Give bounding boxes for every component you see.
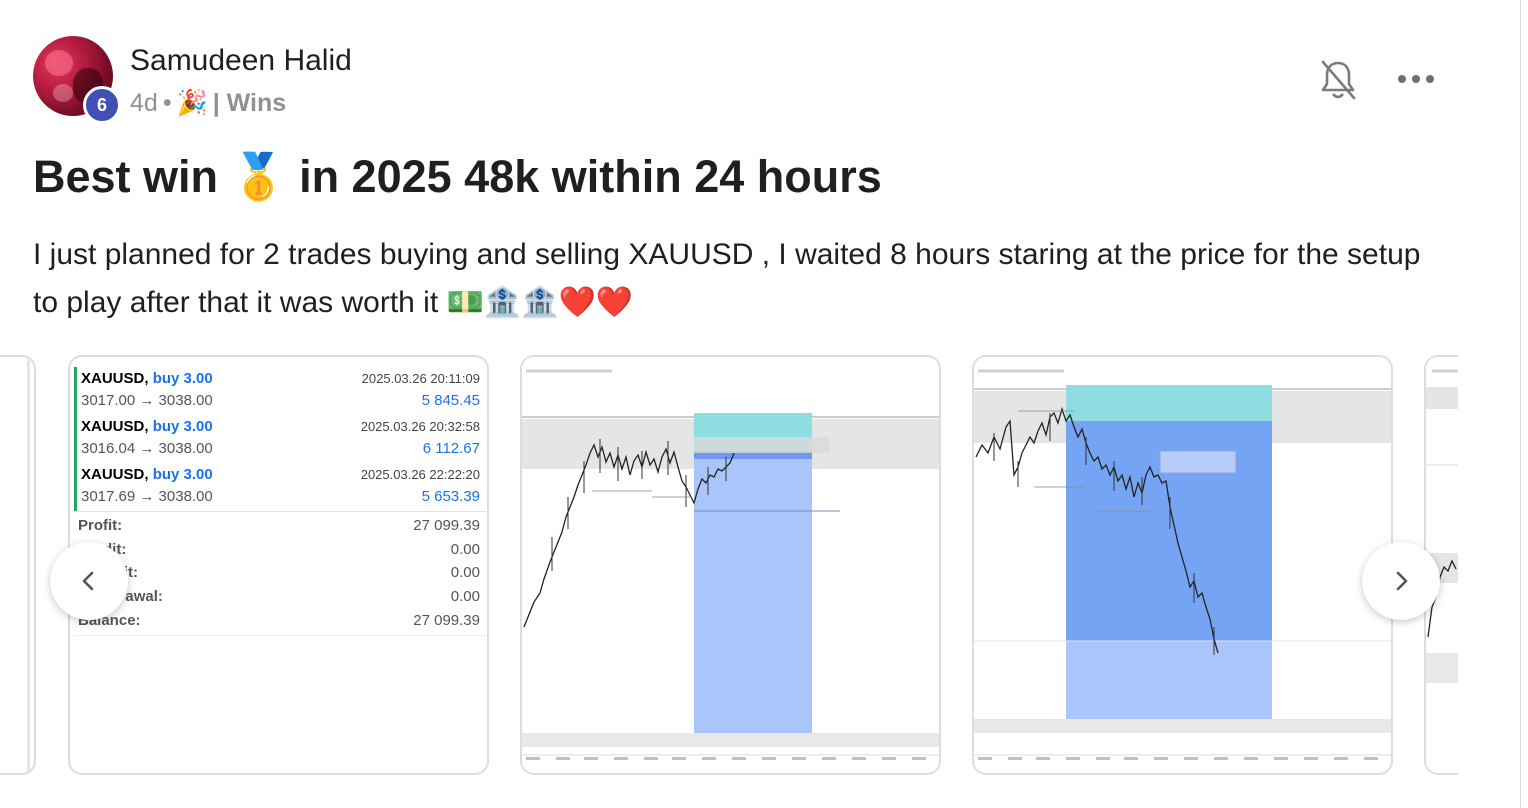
post-time: 4d bbox=[130, 89, 158, 117]
chart-image-short-position[interactable] bbox=[972, 355, 1393, 775]
candlestick-chart bbox=[974, 357, 1391, 773]
author-name[interactable]: Samudeen Halid bbox=[130, 44, 352, 77]
scrollbar-track[interactable] bbox=[1520, 0, 1528, 808]
trade-row: XAUUSD, buy 3.00 3017.00 → 3038.00 2025.… bbox=[74, 367, 486, 415]
carousel-next-button[interactable] bbox=[1362, 542, 1440, 620]
candlestick-chart bbox=[522, 357, 939, 773]
summary-row: Withdrawal:0.00 bbox=[78, 588, 480, 605]
chevron-left-icon bbox=[82, 571, 94, 591]
carousel-image-partial-left[interactable] bbox=[0, 355, 36, 775]
trade-history-image[interactable]: XAUUSD, buy 3.00 3017.00 → 3038.00 2025.… bbox=[68, 355, 489, 775]
trade-row: XAUUSD, buy 3.00 3017.69 → 3038.00 2025.… bbox=[74, 463, 486, 511]
post-body: I just planned for 2 trades buying and s… bbox=[33, 238, 1421, 319]
avatar[interactable] bbox=[33, 36, 113, 116]
trade-row: XAUUSD, buy 3.00 3016.04 → 3038.00 2025.… bbox=[74, 415, 486, 463]
summary-row: Credit:0.00 bbox=[78, 541, 480, 558]
carousel-prev-button[interactable] bbox=[50, 542, 128, 620]
summary-row: Profit: 27 099.39 bbox=[78, 517, 480, 534]
summary-row: Deposit:0.00 bbox=[78, 564, 480, 581]
post-title: Best win 🥇 in 2025 48k within 24 hours bbox=[33, 151, 882, 202]
image-carousel[interactable]: XAUUSD, buy 3.00 3017.00 → 3038.00 2025.… bbox=[0, 355, 1458, 775]
party-icon: 🎉 bbox=[176, 89, 208, 117]
bell-off-icon[interactable] bbox=[1318, 58, 1358, 102]
more-options-icon[interactable] bbox=[1395, 64, 1439, 94]
post-category[interactable]: | Wins bbox=[212, 89, 287, 117]
post-meta: 4d • 🎉 | Wins bbox=[130, 89, 286, 118]
level-badge: 6 bbox=[83, 86, 121, 124]
chevron-right-icon bbox=[1396, 571, 1408, 591]
chart-image-long-position[interactable] bbox=[520, 355, 941, 775]
meta-separator: • bbox=[162, 89, 172, 117]
summary-row: Balance: 27 099.39 bbox=[78, 612, 480, 629]
